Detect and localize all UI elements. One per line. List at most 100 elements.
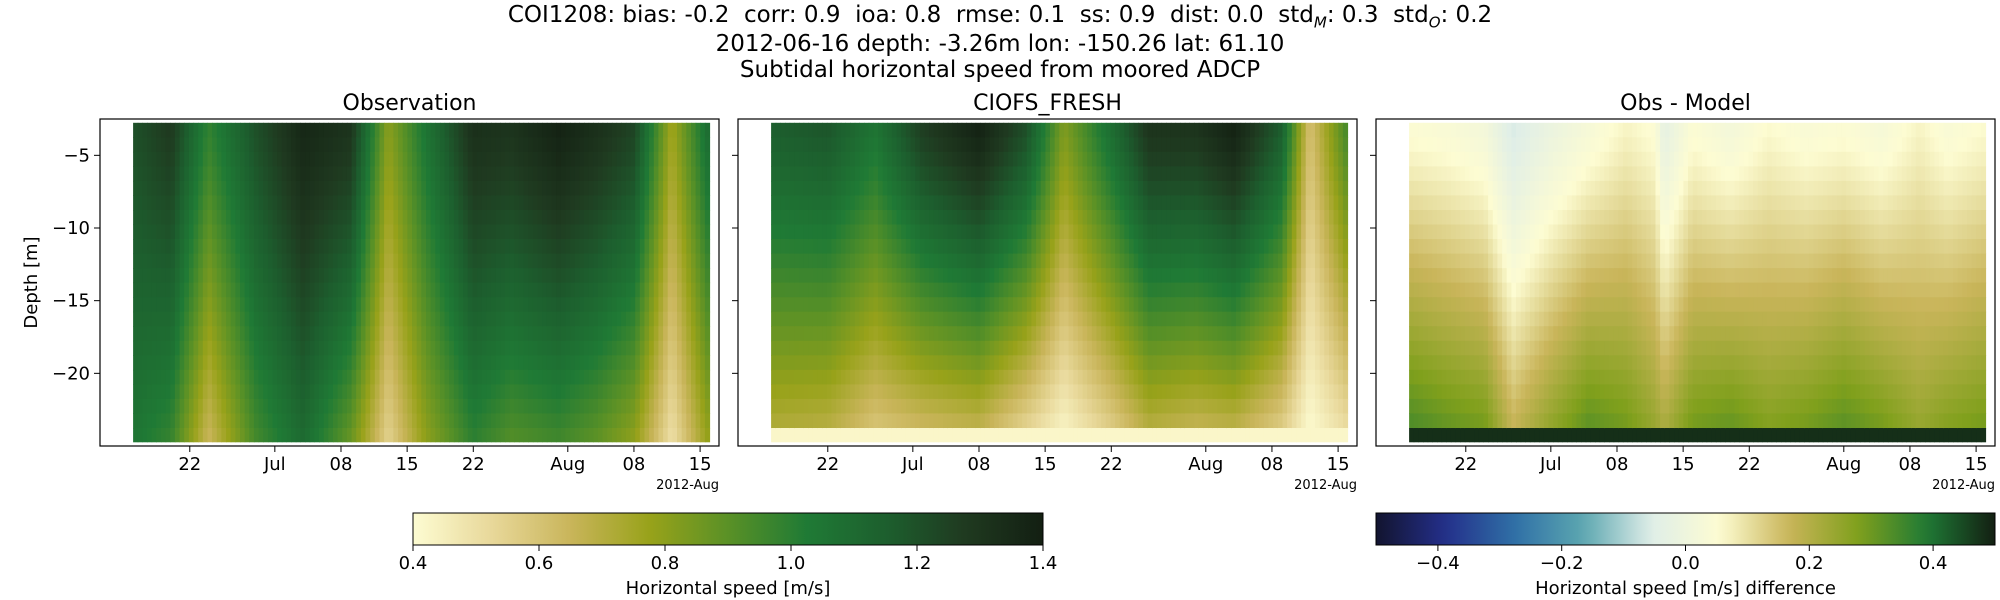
heatmap-cell <box>379 224 385 240</box>
heatmap-cell <box>1180 195 1186 211</box>
heatmap-cell <box>295 122 301 138</box>
heatmap-cell <box>1022 384 1028 400</box>
heatmap-cell <box>864 137 870 153</box>
heatmap-cell <box>532 239 539 255</box>
heatmap-cell <box>1091 297 1098 313</box>
heatmap-cell <box>435 413 441 429</box>
heatmap-cell <box>998 122 1005 138</box>
heatmap-cell <box>672 428 678 443</box>
heatmap-cell <box>910 369 916 385</box>
heatmap-cell <box>905 326 912 342</box>
heatmap-cell <box>691 369 697 385</box>
heatmap-cell <box>1129 413 1135 429</box>
heatmap-cell <box>1156 122 1163 138</box>
heatmap-cell <box>207 355 213 371</box>
heatmap-cell <box>611 413 618 429</box>
heatmap-cell <box>1115 355 1121 371</box>
heatmap-cell <box>449 137 455 153</box>
heatmap-cell <box>142 180 148 196</box>
heatmap-cell <box>975 166 981 182</box>
heatmap-cell <box>137 180 143 196</box>
heatmap-cell <box>1222 239 1228 255</box>
heatmap-cell <box>426 195 432 211</box>
heatmap-cell <box>1189 210 1195 226</box>
heatmap-cell <box>528 340 534 356</box>
heatmap-cell <box>388 253 394 269</box>
heatmap-cell <box>491 195 497 211</box>
heatmap-cell <box>980 297 986 313</box>
heatmap-cell <box>1059 282 1065 298</box>
heatmap-cell <box>560 297 566 313</box>
heatmap-cell <box>509 224 515 240</box>
heatmap-cell <box>570 137 576 153</box>
heatmap-cell <box>291 413 297 429</box>
heatmap-cell <box>1170 195 1177 211</box>
heatmap-cell <box>971 311 977 327</box>
heatmap-cell <box>174 413 181 429</box>
heatmap-cell <box>495 224 501 240</box>
heatmap-cell <box>611 428 618 443</box>
heatmap-cell <box>957 195 963 211</box>
heatmap-cell <box>686 428 692 443</box>
heatmap-cell <box>775 384 781 400</box>
heatmap-cell <box>546 297 552 313</box>
heatmap-cell <box>947 180 953 196</box>
heatmap-cell <box>794 166 800 182</box>
heatmap-cell <box>360 195 367 211</box>
heatmap-cell <box>775 311 781 327</box>
heatmap-cell <box>780 340 786 356</box>
heatmap-cell <box>477 122 483 138</box>
heatmap-cell <box>812 195 819 211</box>
heatmap-cell <box>518 122 525 138</box>
heatmap-cell <box>263 326 269 342</box>
heatmap-cell <box>840 340 846 356</box>
heatmap-cell <box>681 180 687 196</box>
heatmap-cell <box>667 268 673 284</box>
heatmap-cell <box>984 282 991 298</box>
heatmap-cell <box>915 369 921 385</box>
heatmap-cell <box>402 151 408 167</box>
heatmap-cell <box>901 326 907 342</box>
heatmap-cell <box>1036 224 1042 240</box>
heatmap-cell <box>267 384 274 400</box>
heatmap-cell <box>817 282 823 298</box>
heatmap-cell <box>133 180 139 196</box>
heatmap-cell <box>989 151 995 167</box>
heatmap-cell <box>1068 268 1074 284</box>
heatmap-cell <box>989 428 995 443</box>
heatmap-cell <box>449 384 455 400</box>
heatmap-cell <box>1082 137 1088 153</box>
heatmap-cell <box>1226 210 1232 226</box>
heatmap-cell <box>808 282 814 298</box>
heatmap-cell <box>850 384 856 400</box>
heatmap-cell <box>1077 398 1084 414</box>
heatmap-cell <box>579 166 585 182</box>
heatmap-cell <box>677 384 683 400</box>
heatmap-cell <box>593 311 599 327</box>
heatmap-cell <box>514 413 520 429</box>
heatmap-cell <box>1226 340 1232 356</box>
heatmap-cell <box>1022 326 1028 342</box>
heatmap-cell <box>374 326 380 342</box>
heatmap-cell <box>933 166 939 182</box>
heatmap-cell <box>933 137 939 153</box>
heatmap-cell <box>1026 180 1032 196</box>
heatmap-cell <box>505 239 511 255</box>
heatmap-cell <box>854 326 860 342</box>
heatmap-cell <box>426 224 432 240</box>
heatmap-cell <box>621 413 627 429</box>
heatmap-cell <box>449 224 455 240</box>
heatmap-cell <box>910 268 916 284</box>
heatmap-cell <box>794 180 800 196</box>
heatmap-cell <box>342 311 348 327</box>
heatmap-cell <box>602 355 608 371</box>
heatmap-cell <box>407 369 413 385</box>
heatmap-cell <box>891 398 898 414</box>
heatmap-cell <box>1082 195 1088 211</box>
heatmap-cell <box>1156 369 1163 385</box>
heatmap-cell <box>151 166 157 182</box>
heatmap-cell <box>1110 282 1116 298</box>
heatmap-cell <box>300 166 306 182</box>
heatmap-cell <box>882 355 888 371</box>
heatmap-cell <box>1152 253 1158 269</box>
